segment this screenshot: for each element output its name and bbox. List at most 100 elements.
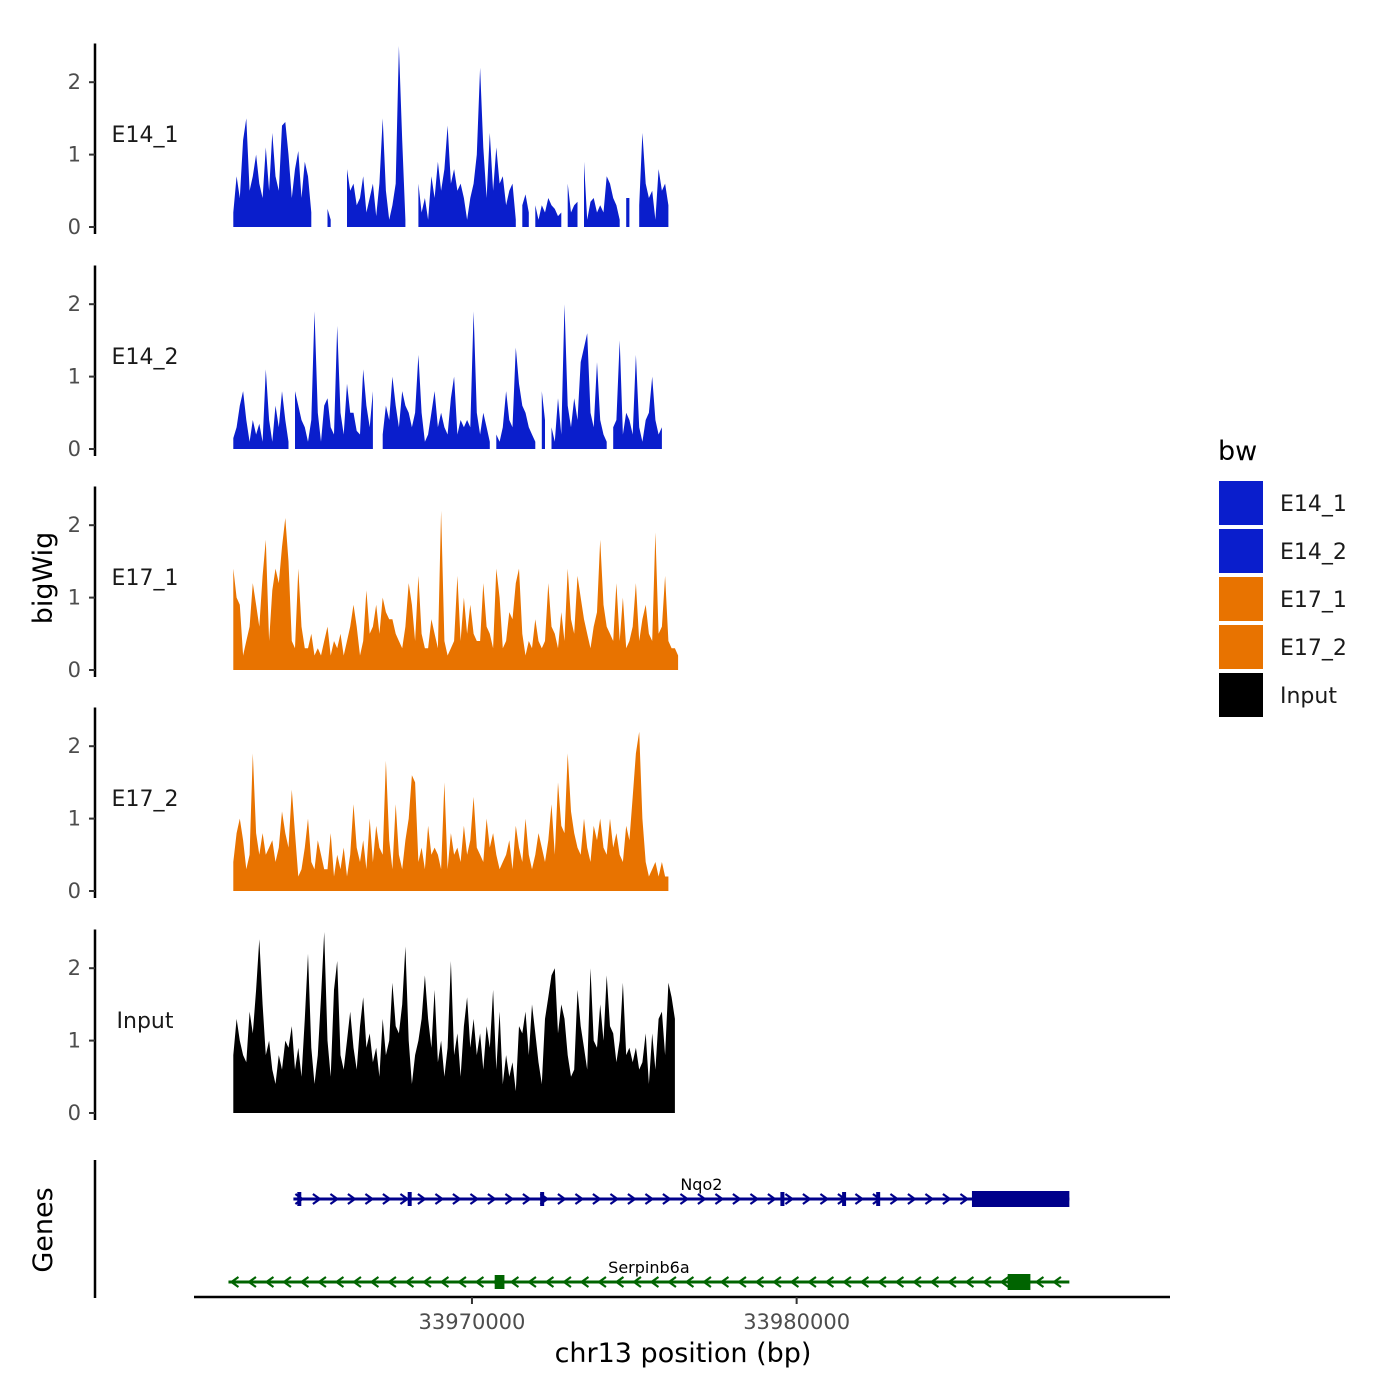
strand-arrow bbox=[597, 1276, 607, 1288]
legend-swatch bbox=[1219, 481, 1263, 525]
y-tick-label: 1 bbox=[68, 586, 81, 610]
strand-arrow bbox=[264, 1276, 275, 1288]
y-tick-label: 1 bbox=[68, 365, 81, 389]
strand-arrow bbox=[842, 1276, 852, 1288]
legend-swatch bbox=[1219, 673, 1263, 717]
strand-arrow bbox=[312, 1193, 322, 1205]
strand-arrow bbox=[929, 1276, 940, 1288]
gene-track: Nqo2 Serpinb6a bbox=[93, 1160, 1070, 1298]
strand-arrow bbox=[614, 1276, 625, 1288]
track-label: E14_1 bbox=[112, 123, 179, 148]
signal-area bbox=[522, 194, 529, 227]
strand-arrow bbox=[364, 1193, 375, 1205]
signal-area bbox=[551, 304, 607, 449]
gene-label: Serpinb6a bbox=[608, 1258, 689, 1277]
strand-arrow bbox=[522, 1193, 532, 1205]
exon bbox=[494, 1275, 505, 1289]
strand-arrow bbox=[732, 1193, 742, 1205]
exon bbox=[842, 1192, 847, 1206]
signal-area bbox=[233, 510, 679, 670]
strand-arrow bbox=[457, 1276, 467, 1288]
y-tick-label: 2 bbox=[68, 956, 81, 980]
legend-item-e17-1: E17_1 bbox=[1219, 577, 1347, 621]
exon bbox=[297, 1192, 302, 1206]
strand-arrow bbox=[282, 1276, 292, 1288]
legend-swatch bbox=[1219, 625, 1263, 669]
strand-arrow bbox=[749, 1193, 760, 1205]
strand-arrow bbox=[964, 1276, 975, 1288]
legend-label: Input bbox=[1280, 684, 1337, 709]
strand-arrow bbox=[662, 1193, 672, 1205]
signal-area bbox=[233, 932, 675, 1113]
genes-axis-title: Genes bbox=[28, 1187, 59, 1272]
strand-arrow bbox=[824, 1276, 835, 1288]
strand-arrow bbox=[802, 1193, 812, 1205]
strand-arrow bbox=[632, 1276, 642, 1288]
strand-arrow bbox=[562, 1276, 572, 1288]
strand-arrow bbox=[697, 1193, 707, 1205]
signal-area bbox=[535, 198, 562, 227]
strand-arrow bbox=[504, 1193, 515, 1205]
signal-area bbox=[382, 311, 490, 449]
strand-arrow bbox=[557, 1193, 567, 1205]
signal-area bbox=[295, 311, 373, 449]
signal-area bbox=[496, 347, 536, 449]
signal-area bbox=[639, 132, 669, 227]
strand-arrow bbox=[509, 1276, 520, 1288]
strand-arrow bbox=[947, 1276, 957, 1288]
strand-arrow bbox=[422, 1276, 432, 1288]
strand-arrow bbox=[544, 1276, 555, 1288]
strand-arrow bbox=[924, 1193, 935, 1205]
strand-arrow bbox=[1052, 1276, 1062, 1288]
signal-area bbox=[347, 46, 406, 227]
strand-arrow bbox=[474, 1276, 485, 1288]
strand-arrow bbox=[644, 1193, 655, 1205]
strand-arrow bbox=[784, 1193, 795, 1205]
legend-label: E17_1 bbox=[1280, 588, 1347, 613]
x-axis: 33970000 33980000 bbox=[194, 1295, 1170, 1334]
y-tick-label: 1 bbox=[68, 143, 81, 167]
strand-arrow bbox=[579, 1276, 590, 1288]
strand-arrow bbox=[439, 1276, 450, 1288]
strand-arrow bbox=[767, 1193, 777, 1205]
track-e17-2: 0 1 2 E17_2 bbox=[68, 707, 669, 903]
y-tick-label: 2 bbox=[68, 70, 81, 94]
strand-arrow bbox=[959, 1193, 970, 1205]
strand-arrow bbox=[819, 1193, 830, 1205]
strand-arrow bbox=[1034, 1276, 1045, 1288]
legend-label: E14_1 bbox=[1280, 492, 1347, 517]
strand-arrow bbox=[574, 1193, 585, 1205]
signal-area bbox=[541, 391, 545, 449]
exon bbox=[1007, 1274, 1031, 1290]
strand-arrow bbox=[907, 1193, 917, 1205]
strand-arrow bbox=[789, 1276, 800, 1288]
strand-arrow bbox=[452, 1193, 462, 1205]
strand-arrow bbox=[347, 1193, 357, 1205]
legend-swatch bbox=[1219, 577, 1263, 621]
track-e14-1: 0 1 2 E14_1 bbox=[68, 43, 669, 239]
strand-arrow bbox=[702, 1276, 712, 1288]
signal-area bbox=[233, 369, 289, 449]
strand-arrow bbox=[592, 1193, 602, 1205]
strand-arrow bbox=[859, 1276, 870, 1288]
exon bbox=[540, 1192, 545, 1206]
strand-arrow bbox=[434, 1193, 445, 1205]
legend-title: bw bbox=[1218, 436, 1257, 467]
legend-label: E17_2 bbox=[1280, 636, 1347, 661]
strand-arrow bbox=[317, 1276, 327, 1288]
strand-arrow bbox=[754, 1276, 765, 1288]
strand-arrow bbox=[387, 1276, 397, 1288]
track-e14-2: 0 1 2 E14_2 bbox=[68, 265, 662, 461]
strand-arrow bbox=[329, 1193, 340, 1205]
signal-area bbox=[233, 118, 312, 227]
strand-arrow bbox=[999, 1276, 1010, 1288]
strand-arrow bbox=[247, 1276, 257, 1288]
track-input: 0 1 2 Input bbox=[68, 929, 675, 1125]
strand-arrow bbox=[942, 1193, 952, 1205]
strand-arrow bbox=[229, 1276, 240, 1288]
strand-arrow bbox=[352, 1276, 362, 1288]
exon bbox=[407, 1192, 412, 1206]
y-tick-label: 0 bbox=[68, 879, 81, 903]
signal-area bbox=[233, 731, 669, 891]
strand-arrow bbox=[667, 1276, 677, 1288]
